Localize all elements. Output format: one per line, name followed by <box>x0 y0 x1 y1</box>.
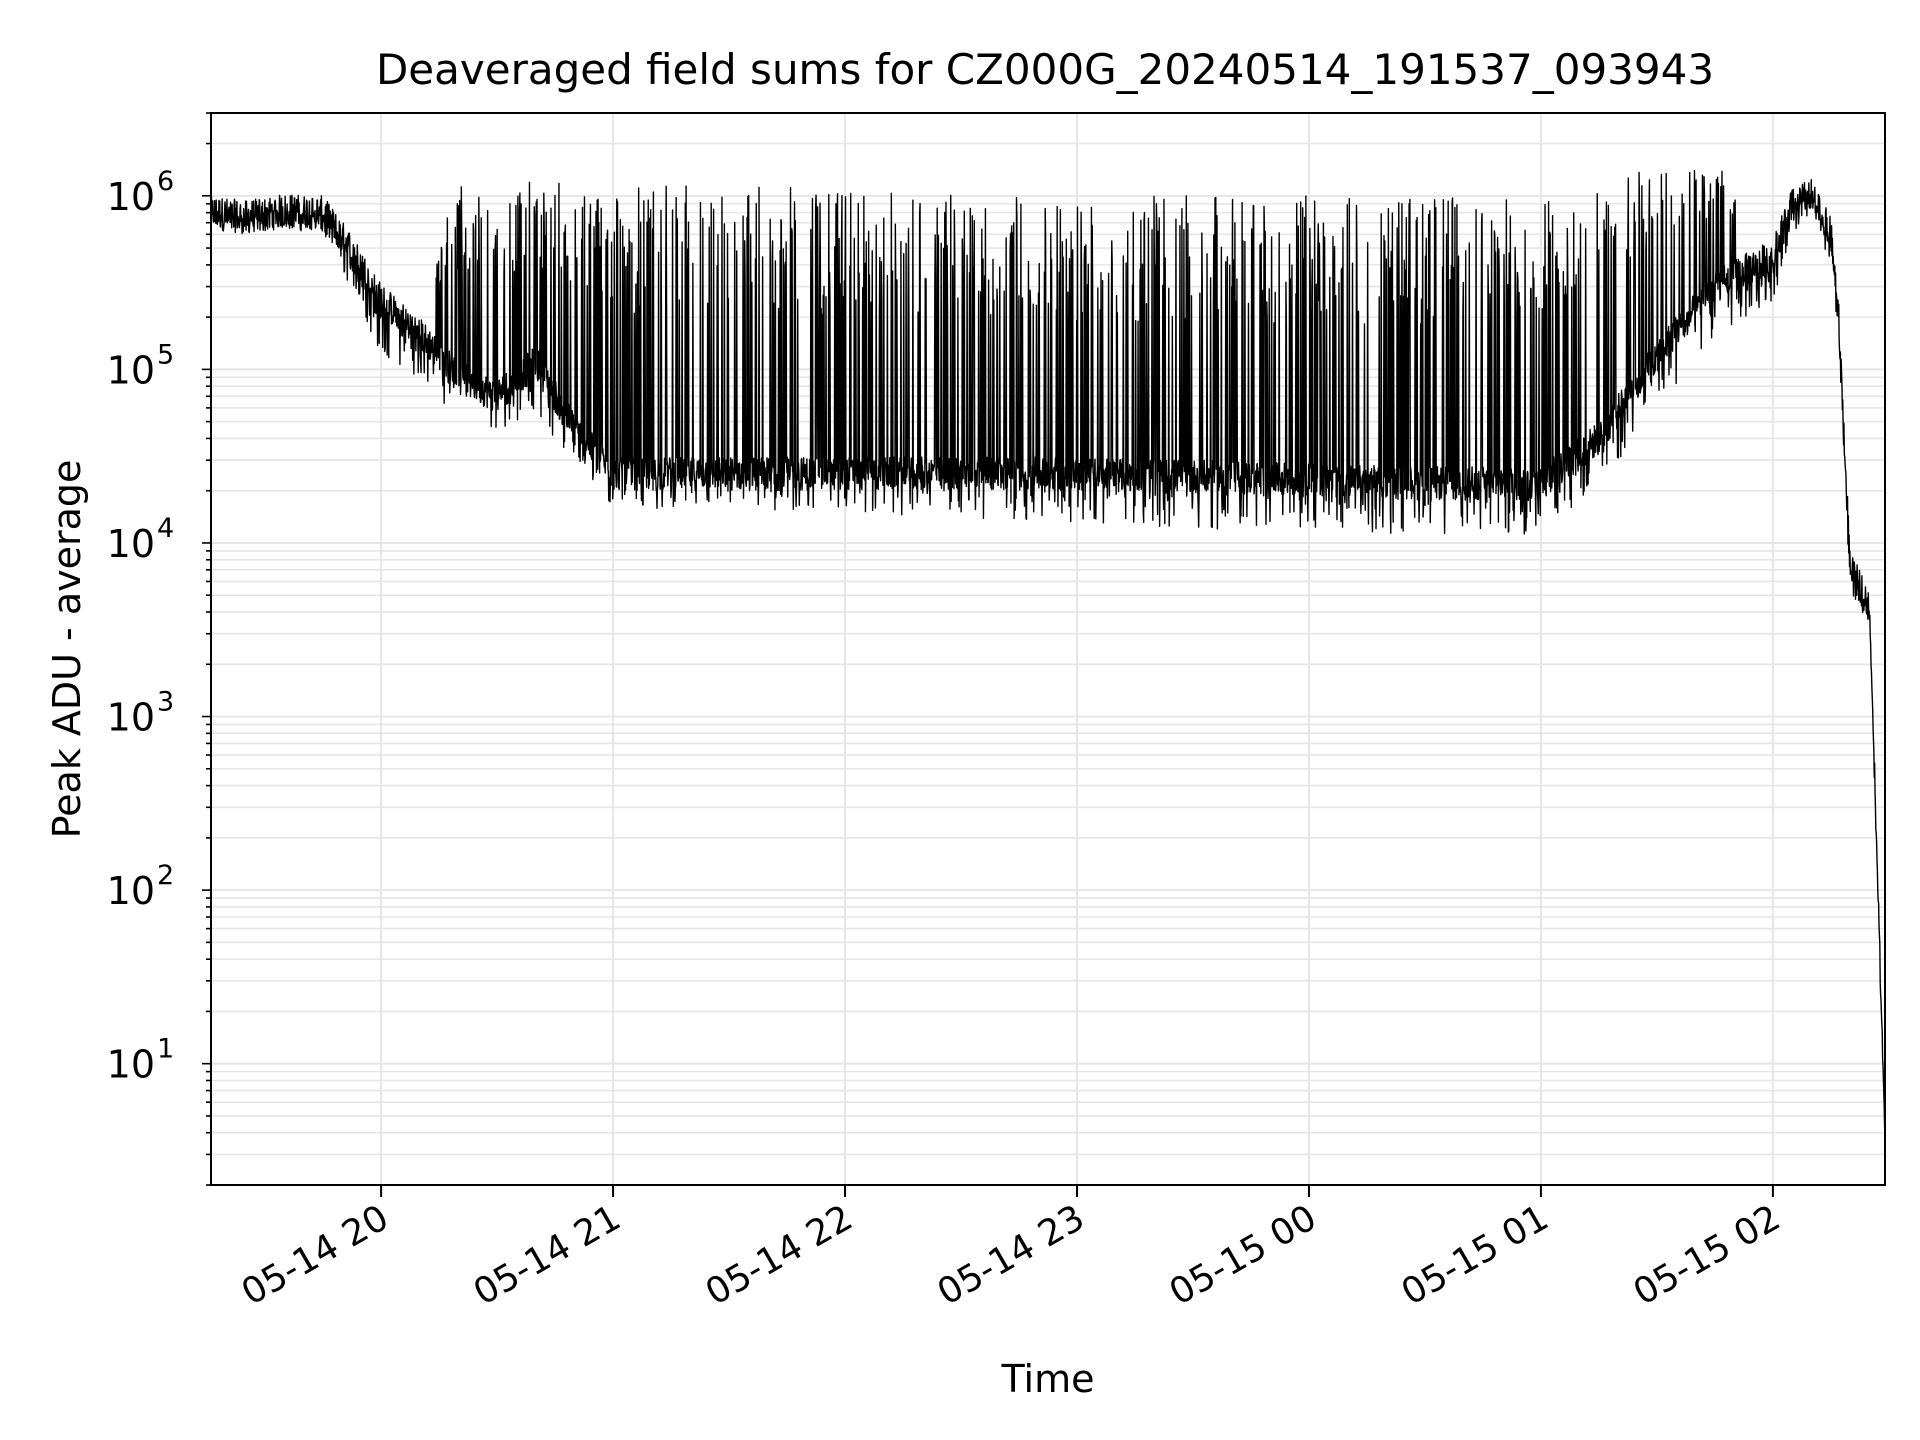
series-group <box>210 170 1886 1141</box>
y-tick-label: 10 4 <box>107 513 175 566</box>
y-tick-label: 10 1 <box>107 1034 175 1087</box>
y-tick-label: 10 3 <box>107 687 175 740</box>
y-tick-base: 10 <box>107 522 155 566</box>
y-tick-label: 10 6 <box>107 166 175 219</box>
plot-frame <box>210 112 1886 1186</box>
y-tick-exponent: 3 <box>157 687 174 718</box>
y-tick-exponent: 2 <box>157 860 174 891</box>
y-tick-exponent: 1 <box>157 1034 174 1065</box>
y-tick-base: 10 <box>107 1043 155 1087</box>
y-tick-label: 10 2 <box>107 860 175 913</box>
y-tick-exponent: 4 <box>157 513 174 544</box>
x-axis-label: Time <box>1001 1357 1095 1401</box>
y-tick-exponent: 6 <box>157 166 174 197</box>
y-tick-base: 10 <box>107 348 155 392</box>
y-tick-exponent: 5 <box>157 339 174 370</box>
y-tick-base: 10 <box>107 696 155 740</box>
series-line <box>210 170 1886 1141</box>
chart-title: Deaveraged field sums for CZ000G_2024051… <box>376 45 1714 94</box>
y-tick-label: 10 5 <box>107 339 175 392</box>
y-tick-base: 10 <box>107 175 155 219</box>
y-axis-label: Peak ADU - average <box>45 460 89 839</box>
y-tick-base: 10 <box>107 869 155 913</box>
